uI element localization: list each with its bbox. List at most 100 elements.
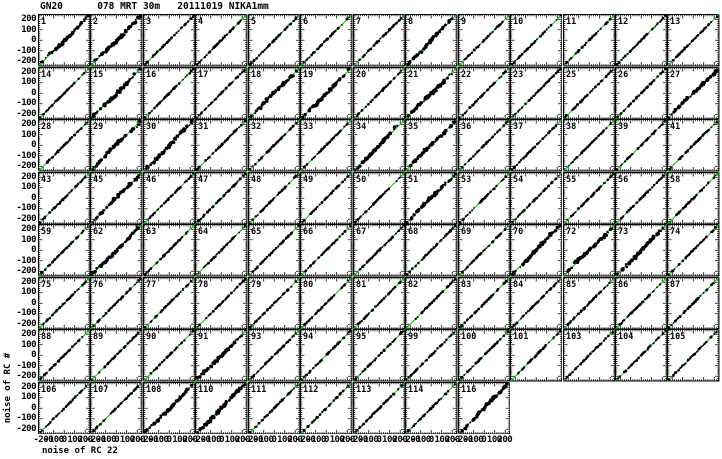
channel-number-label: 33 [303,122,313,132]
scatter-plot-canvas: 26 [614,66,668,119]
axis-tick-marks [300,119,353,172]
subplot-channel-59: 59 [38,224,91,277]
subplot-channel-113: 113 [352,381,406,434]
axis-tick-marks [38,66,91,119]
scatter-plot-canvas: 77 [142,276,196,329]
subplot-channel-10: 10 [510,14,563,67]
noise-scatter-points [248,279,297,329]
subplot-channel-1: 1 [38,14,91,67]
channel-number-label: 19 [303,70,313,80]
scatter-plot-canvas: 10 [510,14,563,67]
subplot-channel-66: 66 [300,224,353,277]
x-tick-label: 0 [428,435,434,445]
x-tick-label: 0 [114,435,120,445]
subplot-channel-70: 70 [510,224,563,277]
noise-scatter-points [143,14,195,67]
axis-tick-marks [457,119,511,172]
noise-scatter-points [668,330,718,381]
scatter-plot-canvas: 95 [352,329,406,382]
x-tick-label: -200 [295,435,316,445]
noise-scatter-points [92,173,141,223]
y-tick-label: -200 [16,213,36,224]
scatter-plot-canvas: 84 [510,276,563,329]
scatter-plot-canvas: 64 [195,224,248,277]
noise-scatter-points [39,226,89,275]
scatter-plot-canvas: 75 [38,276,91,329]
axis-tick-marks [405,329,458,382]
scatter-plot-canvas: 110 [195,381,248,434]
y-tick-label: 200 [21,381,36,392]
channel-number-label: 2 [93,17,98,27]
subplot-channel-49: 49 [300,171,353,224]
subplot-channel-21: 21 [405,66,458,119]
x-tick-label: -200 [400,435,421,445]
axis-tick-marks [510,66,563,119]
axis-tick-marks [195,171,248,224]
channel-number-label: 16 [146,70,156,80]
subplot-channel-22: 22 [457,66,511,119]
noise-scatter-points [355,69,402,117]
x-tick-label: 100 [486,435,502,445]
subplot-channel-82: 82 [405,276,458,329]
axis-tick-marks [300,276,353,329]
axis-tick-marks [352,119,406,172]
noise-scatter-points [149,329,195,375]
scatter-plot-canvas: 33 [300,119,353,172]
channel-number-label: 34 [356,122,366,132]
noise-scatter-points [304,225,352,273]
subplot-channel-28: 28 [38,119,91,172]
axis-tick-marks [405,66,458,119]
axis-tick-marks [90,329,143,382]
y-tick-label: -100 [16,360,36,371]
axis-tick-marks [510,171,563,224]
subplot-channel-23: 23 [510,66,563,119]
axis-tick-marks [38,171,91,224]
channel-number-label: 75 [41,280,51,290]
subplot-channel-79: 79 [247,276,301,329]
axis-tick-marks [562,224,615,277]
scatter-plot-canvas: 45 [90,171,143,224]
channel-number-label: 73 [618,227,628,237]
scatter-plot-canvas: 113 [352,381,406,434]
subplot-channel-55: 55 [562,171,615,224]
noise-scatter-points [462,20,504,61]
axis-tick-marks [667,276,720,329]
subplot-channel-105: 105 [667,329,720,382]
noise-scatter-points [90,225,141,277]
subplot-channel-90: 90 [142,329,196,382]
scatter-plot-canvas: 3 [142,14,196,67]
scatter-plot-canvas: 47 [195,171,248,224]
axis-tick-marks [405,381,458,434]
subplot-channel-34: 34 [352,119,406,172]
x-tick-label: 100 [172,435,187,445]
y-tick-label: 100 [21,392,36,403]
scatter-plot-canvas: 87 [667,276,720,329]
x-tick-label: 0 [271,435,277,445]
axis-tick-marks [195,381,248,434]
axis-tick-marks [457,171,511,224]
noise-scatter-points [301,66,351,119]
axis-tick-marks [195,224,248,277]
channel-number-label: 54 [513,175,523,185]
axis-tick-marks [667,329,720,382]
axis-tick-marks [300,381,353,434]
channel-number-label: 89 [93,332,103,342]
axis-tick-marks [300,224,353,277]
axis-tick-marks [614,119,668,172]
scatter-plot-canvas: 23 [510,66,563,119]
noise-scatter-points [669,120,719,171]
scatter-plot-canvas: 31 [195,119,248,172]
noise-scatter-points [197,277,247,328]
y-tick-label: 200 [21,119,36,130]
noise-scatter-points [406,17,454,66]
noise-scatter-points [250,332,297,380]
scatter-plot-canvas: 55 [562,171,615,224]
channel-number-label: 7 [356,17,361,27]
y-tick-label: -100 [16,255,36,266]
channel-number-label: 23 [513,70,523,80]
subplot-channel-54: 54 [510,171,563,224]
scatter-plot-canvas: 19 [300,66,353,119]
scatter-plot-canvas: 53 [457,171,511,224]
y-tick-label: -200 [16,161,36,172]
x-tick-label: -200 [453,435,473,445]
